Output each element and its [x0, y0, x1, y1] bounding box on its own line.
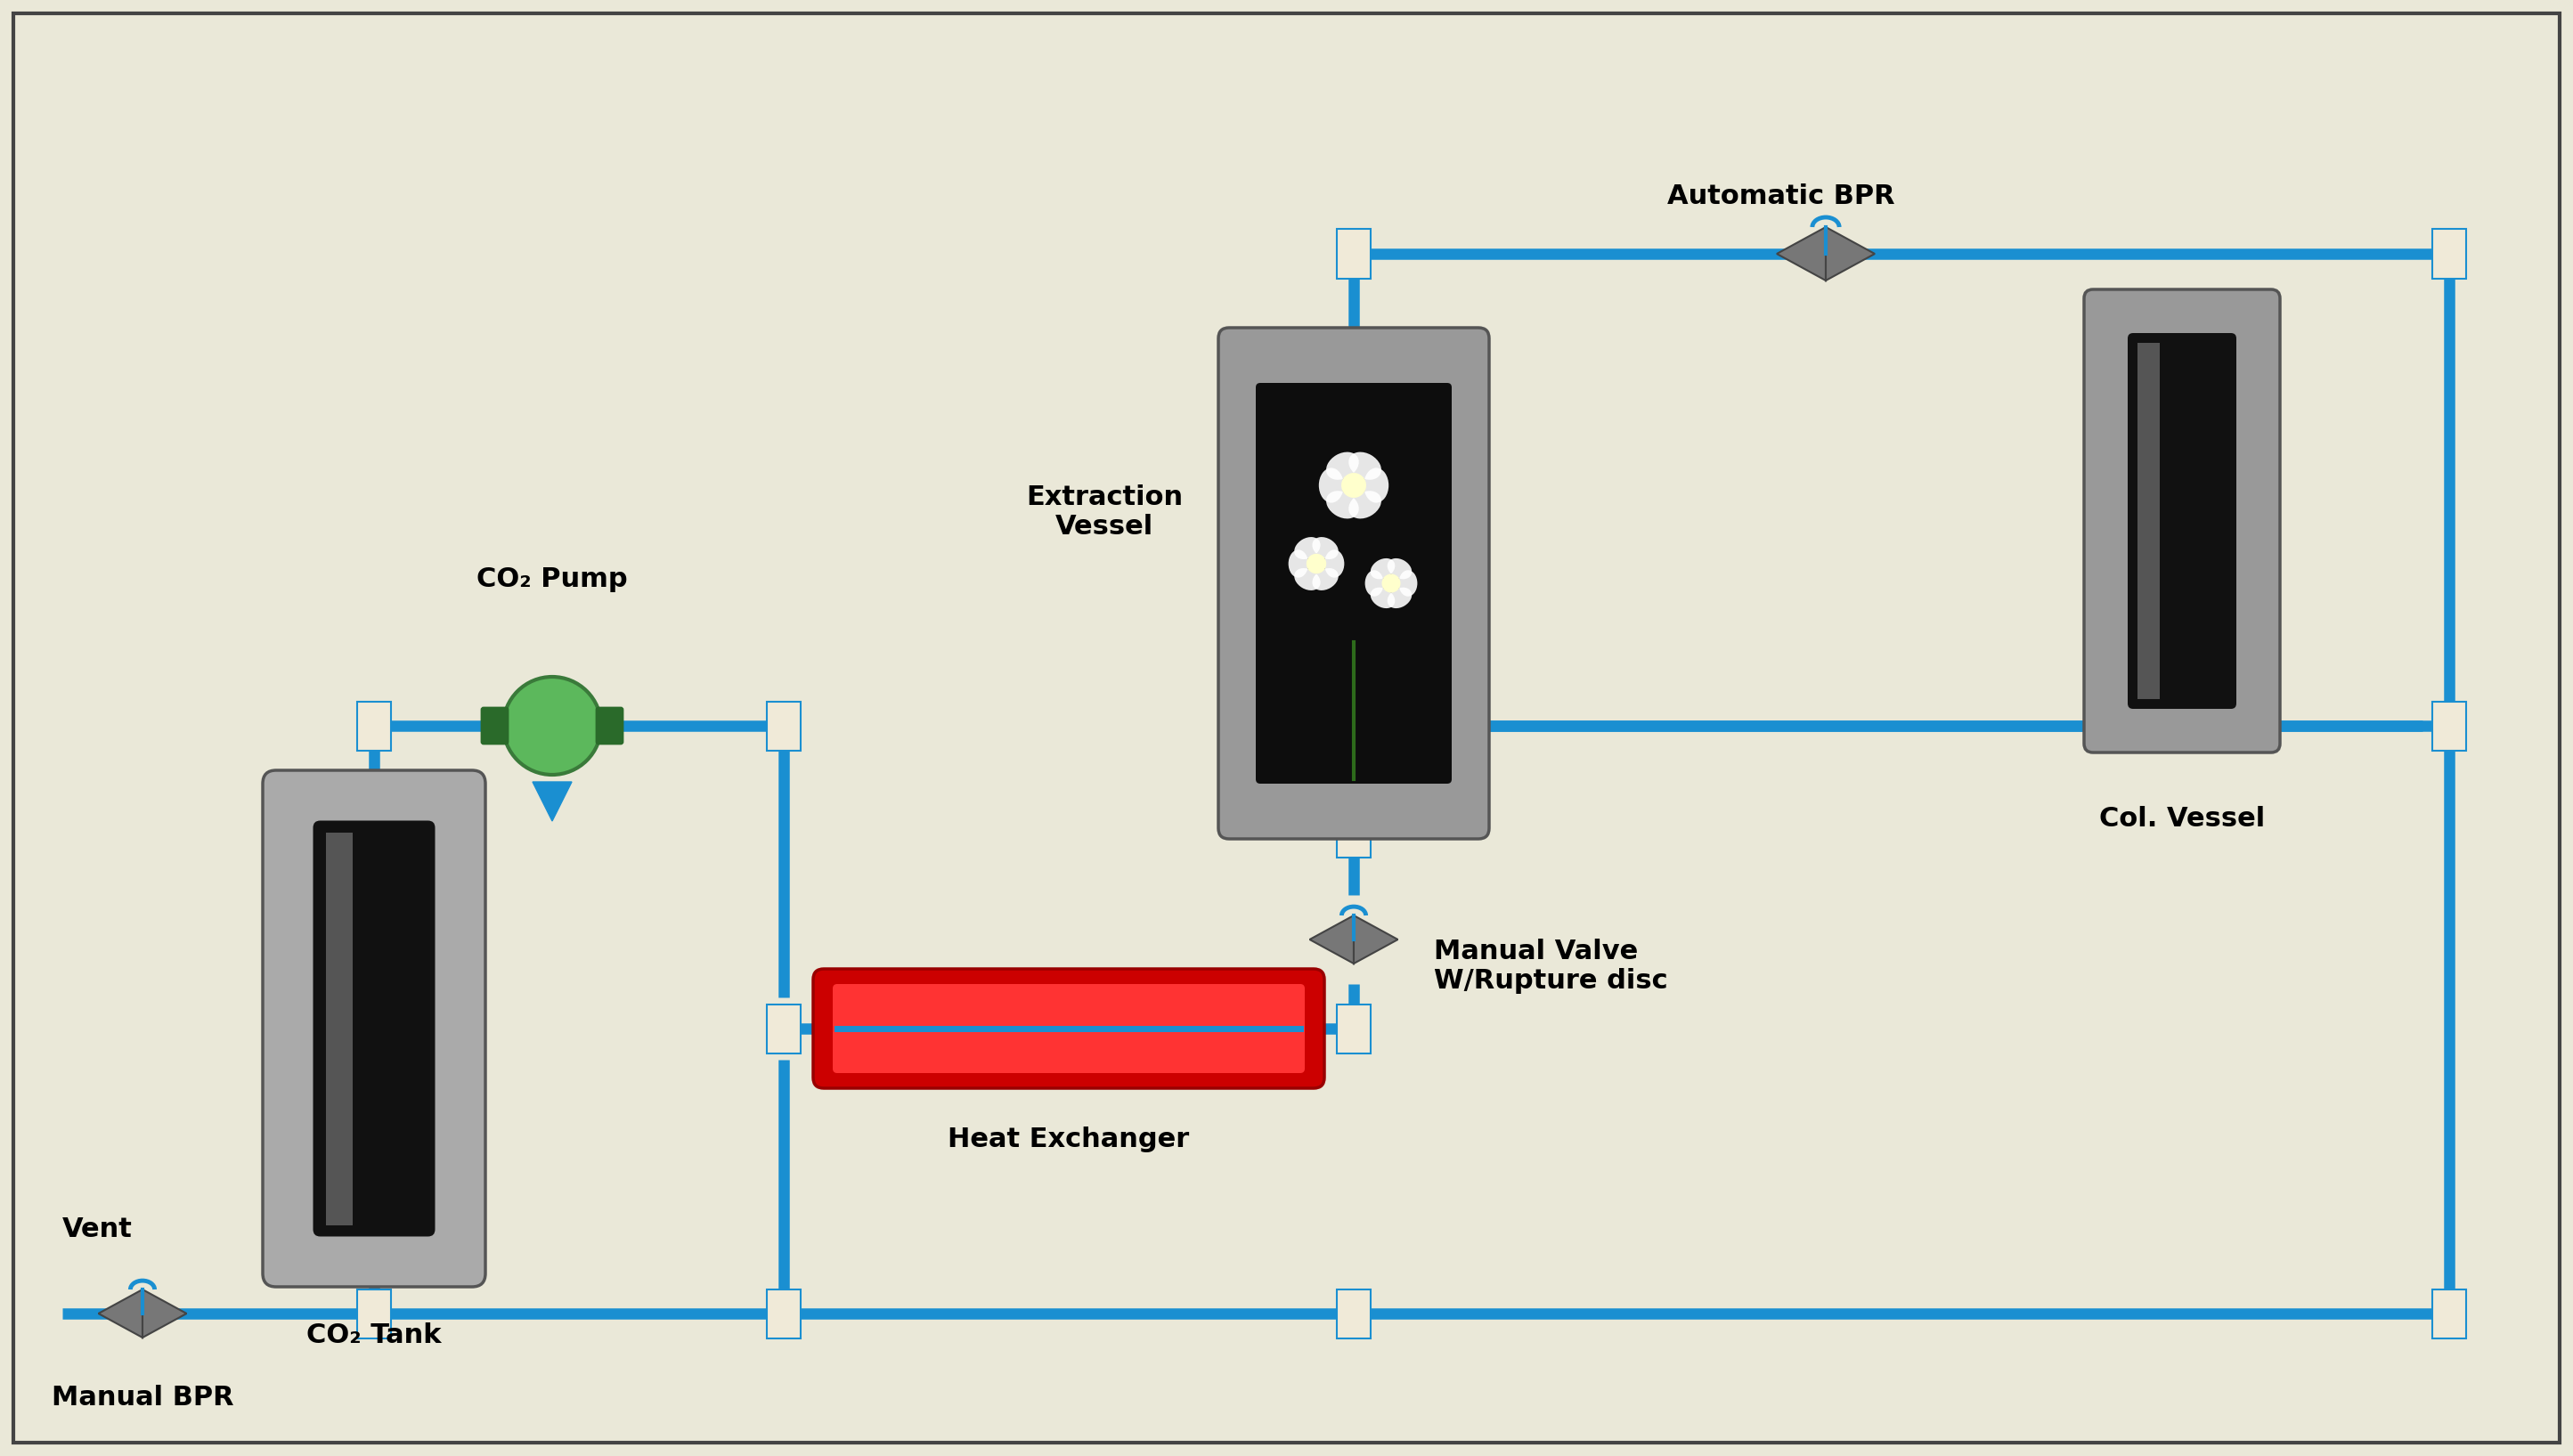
Ellipse shape: [1348, 451, 1382, 480]
Text: Vent: Vent: [62, 1216, 134, 1242]
Polygon shape: [142, 1290, 188, 1338]
FancyBboxPatch shape: [314, 821, 435, 1236]
Ellipse shape: [1325, 451, 1359, 480]
Circle shape: [504, 677, 602, 775]
Ellipse shape: [1400, 571, 1418, 597]
Bar: [1338, 808, 1371, 858]
FancyBboxPatch shape: [813, 968, 1325, 1088]
Bar: [358, 702, 391, 750]
FancyBboxPatch shape: [481, 708, 507, 744]
Ellipse shape: [1294, 568, 1320, 590]
FancyBboxPatch shape: [2138, 342, 2159, 699]
Circle shape: [1382, 574, 1400, 593]
FancyBboxPatch shape: [1220, 328, 1490, 839]
Bar: [767, 1005, 800, 1053]
Polygon shape: [1353, 916, 1397, 964]
Ellipse shape: [1325, 491, 1359, 518]
Text: CO₂ Pump: CO₂ Pump: [476, 566, 628, 593]
Circle shape: [1307, 553, 1325, 574]
Ellipse shape: [1371, 587, 1395, 609]
Bar: [1338, 229, 1371, 278]
Ellipse shape: [1289, 550, 1307, 578]
Bar: [2431, 702, 2465, 750]
Polygon shape: [1310, 916, 1353, 964]
Polygon shape: [1778, 227, 1827, 281]
FancyBboxPatch shape: [262, 770, 486, 1287]
Ellipse shape: [1348, 491, 1382, 518]
Polygon shape: [533, 782, 571, 821]
Ellipse shape: [1364, 571, 1384, 597]
Ellipse shape: [1320, 467, 1343, 502]
Bar: [2431, 1289, 2465, 1338]
Ellipse shape: [1387, 587, 1413, 609]
Text: Manual BPR: Manual BPR: [51, 1385, 234, 1411]
Polygon shape: [98, 1290, 142, 1338]
Bar: [1338, 1005, 1371, 1053]
Text: Extraction
Vessel: Extraction Vessel: [1027, 485, 1184, 540]
Bar: [358, 1289, 391, 1338]
FancyBboxPatch shape: [2084, 290, 2280, 753]
FancyBboxPatch shape: [834, 984, 1305, 1073]
Bar: [767, 1289, 800, 1338]
Ellipse shape: [1294, 537, 1320, 559]
Ellipse shape: [1387, 558, 1413, 579]
FancyBboxPatch shape: [327, 833, 353, 1224]
Text: Automatic BPR: Automatic BPR: [1667, 183, 1896, 210]
Text: Heat Exchanger: Heat Exchanger: [947, 1127, 1189, 1152]
FancyBboxPatch shape: [1256, 383, 1451, 783]
Bar: [1338, 702, 1371, 750]
FancyBboxPatch shape: [597, 708, 623, 744]
Text: CO₂ Tank: CO₂ Tank: [306, 1322, 443, 1348]
Bar: [2431, 229, 2465, 278]
Text: Col. Vessel: Col. Vessel: [2100, 807, 2264, 831]
Ellipse shape: [1325, 550, 1343, 578]
Text: Manual Valve
W/Rupture disc: Manual Valve W/Rupture disc: [1433, 938, 1667, 994]
Bar: [1338, 1289, 1371, 1338]
Bar: [767, 702, 800, 750]
Ellipse shape: [1371, 558, 1395, 579]
Circle shape: [1341, 473, 1366, 498]
Ellipse shape: [1312, 537, 1338, 559]
FancyBboxPatch shape: [2128, 333, 2236, 709]
Ellipse shape: [1312, 568, 1338, 590]
Polygon shape: [1827, 227, 1876, 281]
Ellipse shape: [1364, 467, 1389, 502]
